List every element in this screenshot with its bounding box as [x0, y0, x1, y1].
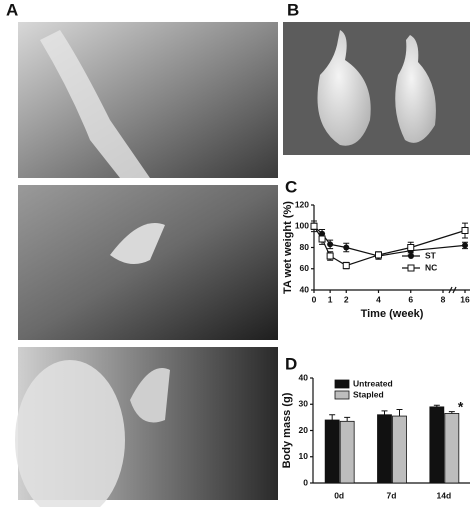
panel-label: C	[285, 177, 297, 196]
x-tick-label: 1	[328, 294, 333, 304]
error-bar	[433, 404, 440, 407]
x-axis-label: Time (week)	[361, 308, 424, 320]
legend-label: Untreated	[353, 378, 393, 388]
annotation: *	[458, 398, 464, 414]
y-tick-label: 80	[300, 242, 310, 252]
x-tick-label: 14d	[437, 490, 452, 500]
x-tick-label: 4	[376, 294, 381, 304]
legend-swatch	[334, 379, 350, 389]
x-tick-label: 0d	[334, 490, 344, 500]
y-tick-label: 40	[300, 284, 310, 294]
marker	[310, 222, 318, 230]
axis-break	[448, 286, 453, 294]
marker	[461, 227, 469, 234]
x-tick-label: 7d	[387, 490, 397, 500]
y-axis-label: Body mass (g)	[281, 392, 293, 468]
y-tick-label: 20	[299, 425, 309, 435]
data-line	[313, 225, 466, 257]
legend-marker	[407, 264, 415, 272]
bar	[377, 414, 392, 484]
marker	[375, 251, 382, 259]
panel-label: B	[287, 0, 299, 19]
bar	[429, 406, 445, 484]
y-tick-label: 40	[299, 372, 309, 382]
panel-label: A	[6, 0, 18, 19]
error-bar	[344, 416, 351, 422]
marker	[318, 235, 326, 243]
y-tick-label: 0	[303, 477, 308, 487]
error-bar	[329, 414, 336, 420]
x-tick-label: 16	[460, 294, 470, 304]
x-tick-label: 6	[408, 294, 413, 304]
error-bar	[381, 410, 388, 415]
y-tick-label: 120	[295, 199, 309, 209]
legend-label: NC	[425, 262, 437, 272]
marker	[407, 244, 415, 251]
y-tick-label: 100	[295, 221, 309, 231]
marker	[327, 241, 334, 248]
legend-marker	[408, 253, 414, 259]
legend-label: ST	[425, 250, 437, 260]
bar	[324, 419, 340, 484]
photo	[18, 185, 278, 340]
error-bar	[396, 409, 403, 417]
bar	[339, 420, 355, 484]
bar	[392, 415, 407, 484]
y-axis-label: TA wet weight (%)	[282, 201, 294, 294]
photos	[15, 22, 470, 507]
marker	[343, 244, 350, 251]
marker	[342, 262, 350, 270]
y-tick-label: 30	[299, 399, 309, 409]
legend-label: Stapled	[353, 389, 384, 399]
error-bar	[448, 411, 455, 414]
marker	[326, 252, 334, 260]
legend-swatch	[334, 390, 350, 400]
panel-label: D	[285, 354, 297, 373]
axis-break	[452, 286, 457, 294]
bar	[444, 413, 460, 484]
y-tick-label: 60	[300, 263, 310, 273]
x-tick-label: 8	[441, 294, 446, 304]
x-tick-label: 2	[344, 294, 349, 304]
y-tick-label: 10	[299, 451, 309, 461]
photo	[283, 22, 470, 155]
marker	[462, 242, 468, 249]
x-tick-label: 0	[312, 294, 317, 304]
